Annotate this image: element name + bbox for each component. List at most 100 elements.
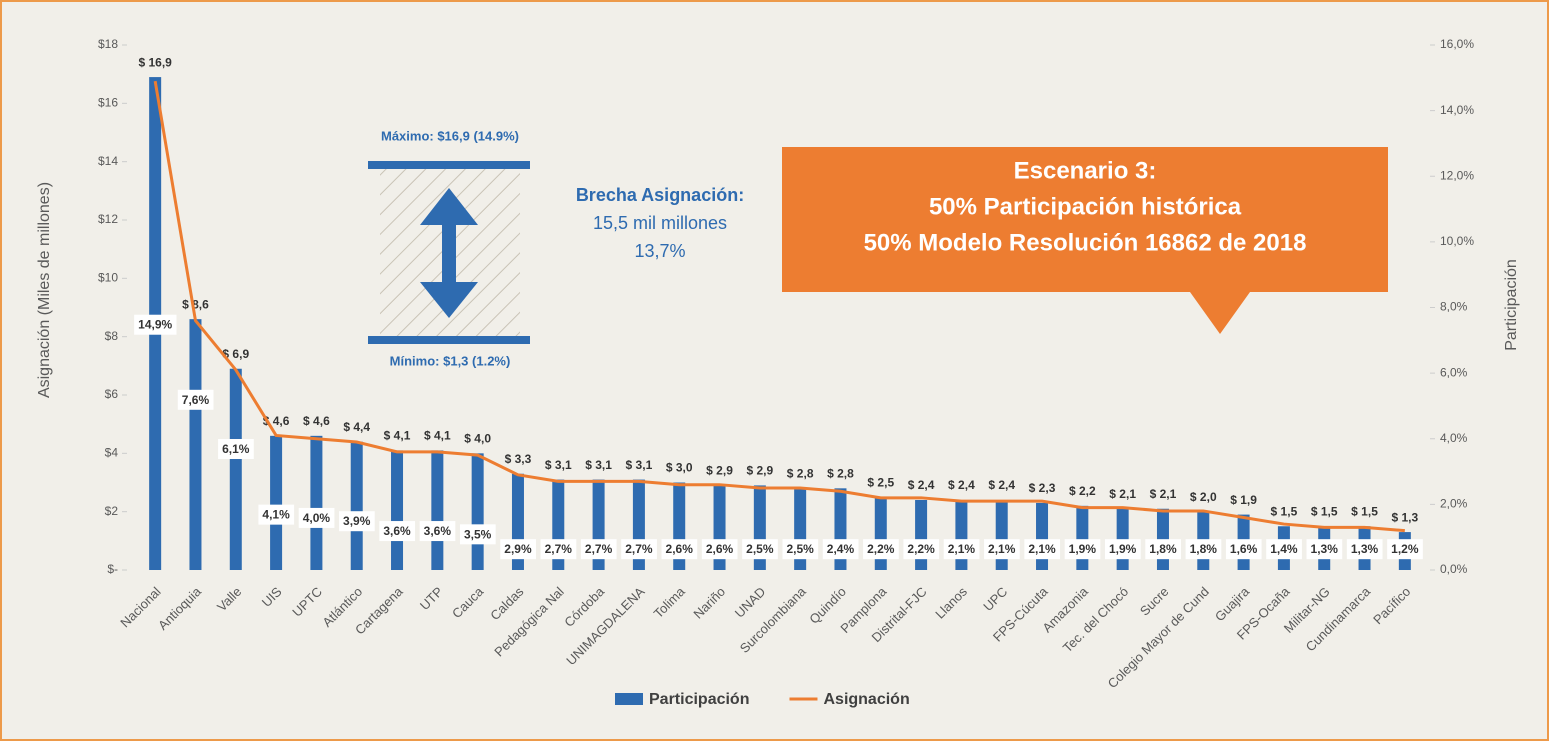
y-tick-label: $8 (105, 329, 119, 343)
line-value-label: 3,6% (424, 524, 452, 538)
bar (1076, 505, 1089, 570)
line-value-label: 2,7% (625, 542, 653, 556)
y2-tick-label: 16,0% (1440, 37, 1474, 51)
bar (431, 450, 444, 570)
line-value-label: 7,6% (182, 393, 210, 407)
bar-value-label: $ 3,1 (545, 458, 572, 472)
y2-axis-label: Participación (1503, 259, 1520, 351)
bar-value-label: $ 2,4 (908, 478, 935, 492)
bar-value-label: $ 3,0 (666, 461, 693, 475)
label-box (580, 539, 617, 560)
label-box (177, 389, 214, 410)
line-value-label: 2,9% (504, 542, 532, 556)
line-value-label: 3,6% (383, 524, 411, 538)
y-tick-label: $16 (98, 96, 118, 110)
y2-tick-label: 12,0% (1440, 168, 1474, 182)
bar-value-label: $ 1,5 (1271, 504, 1298, 518)
bar-value-label: $ 3,1 (626, 458, 653, 472)
bar (189, 319, 202, 570)
label-box (1145, 539, 1181, 560)
callout-line: 50% Modelo Resolución 16862 de 2018 (864, 229, 1307, 256)
y2-tick-label: 2,0% (1440, 497, 1468, 511)
label-box (339, 511, 375, 532)
label-box (500, 539, 536, 560)
line-value-label: 2,7% (545, 542, 573, 556)
gap-amount: 15,5 mil millones (593, 213, 727, 233)
arrow-head (420, 188, 478, 225)
bar (270, 435, 283, 570)
bar (995, 500, 1008, 570)
bar (471, 453, 484, 570)
line-value-label: 1,8% (1149, 542, 1177, 556)
label-box (218, 439, 254, 460)
bar (350, 441, 363, 570)
bar-value-label: $ 1,3 (1391, 510, 1418, 524)
line-value-label: 2,2% (907, 542, 935, 556)
line-value-label: 2,4% (827, 542, 855, 556)
bar-value-label: $ 2,1 (1109, 487, 1136, 501)
line-value-label: 3,9% (343, 514, 371, 528)
y2-tick-label: 14,0% (1440, 103, 1474, 117)
label-box (822, 539, 859, 560)
label-box (1387, 539, 1423, 560)
line-value-label: 3,5% (464, 527, 492, 541)
y-axis-label: Asignación (Miles de millones) (36, 182, 53, 398)
y-tick-label: $6 (105, 387, 119, 401)
bar-value-label: $ 2,2 (1069, 484, 1096, 498)
label-box (621, 539, 657, 560)
line-value-label: 2,2% (867, 542, 895, 556)
line (153, 80, 1405, 533)
bar-value-label: $ 3,3 (505, 452, 532, 466)
y-tick-label: $18 (98, 37, 118, 51)
bar-value-label: $ 1,5 (1351, 504, 1378, 518)
label-box (701, 539, 738, 560)
legend-label: Asignación (823, 691, 909, 708)
legend-label: Participación (649, 691, 749, 708)
label-box (1064, 539, 1101, 560)
bar-value-label: $ 2,4 (988, 478, 1015, 492)
bar-value-label: $ 4,1 (384, 429, 411, 443)
line-value-label: 4,0% (303, 511, 331, 525)
bar-value-label: $ 16,9 (138, 55, 172, 69)
y2-tick-label: 0,0% (1440, 562, 1468, 576)
bar-value-label: $ 2,0 (1190, 490, 1217, 504)
line-value-label: 2,5% (786, 542, 814, 556)
bar-value-label: $ 3,1 (585, 458, 612, 472)
bar-value-label: $ 2,1 (1150, 487, 1177, 501)
line-value-label: 1,2% (1391, 542, 1419, 556)
label-box (661, 539, 698, 560)
bar-value-label: $ 2,8 (827, 467, 854, 481)
line-value-label: 2,5% (746, 542, 774, 556)
label-box (984, 539, 1020, 560)
bar-value-label: $ 1,9 (1230, 493, 1257, 507)
bar-value-label: $ 6,9 (222, 347, 249, 361)
label-box (419, 521, 456, 542)
label-box (258, 504, 295, 525)
callout-line: Escenario 3: (1014, 157, 1157, 184)
line-value-label: 1,9% (1109, 542, 1137, 556)
bar-value-label: $ 4,4 (343, 420, 370, 434)
label-box (1225, 539, 1262, 560)
line-value-label: 1,3% (1351, 542, 1379, 556)
y-tick-label: $4 (105, 446, 119, 460)
label-box (1306, 539, 1343, 560)
line-value-label: 2,1% (948, 542, 976, 556)
max-label: Máximo: $16,9 (14.9%) (381, 128, 519, 143)
bar-value-label: $ 4,0 (464, 432, 491, 446)
gap-pct: 13,7% (634, 241, 685, 261)
line-value-label: 4,1% (262, 508, 290, 522)
bar-value-label: $ 2,9 (746, 464, 773, 478)
line-value-label: 2,6% (706, 542, 734, 556)
gap-title: Brecha Asignación: (576, 185, 744, 205)
label-box (1346, 539, 1383, 560)
bar (391, 450, 404, 570)
label-box (459, 524, 496, 545)
line-value-label: 2,1% (988, 542, 1016, 556)
bar-value-label: $ 8,6 (182, 297, 209, 311)
label-box (1185, 539, 1222, 560)
bar-value-label: $ 4,1 (424, 429, 451, 443)
bar-value-label: $ 4,6 (303, 414, 330, 428)
y2-tick-label: 8,0% (1440, 300, 1468, 314)
line-value-label: 2,1% (1028, 542, 1056, 556)
